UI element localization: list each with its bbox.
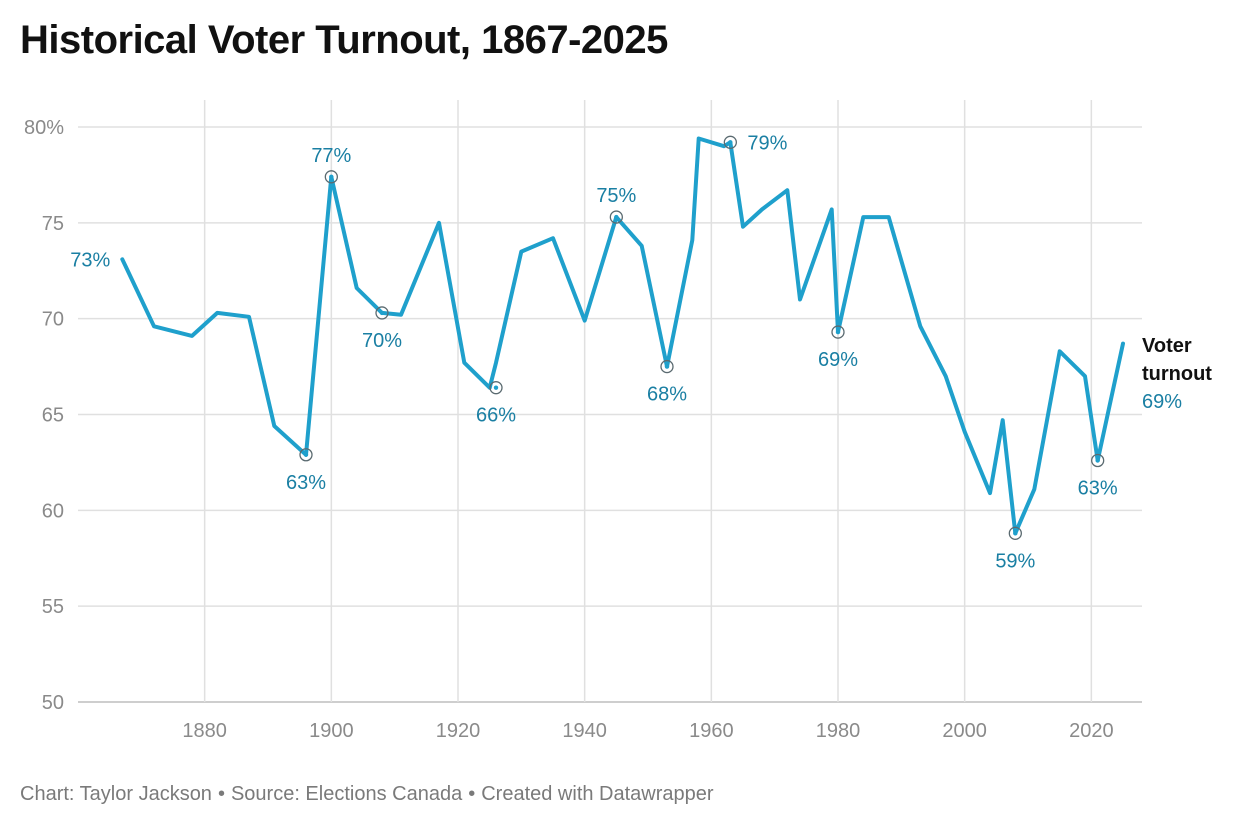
series-name-turnout: turnout xyxy=(1142,363,1212,385)
annotation-marker-dot xyxy=(1095,458,1100,463)
annotation-marker-dot xyxy=(303,452,309,457)
footer-chart-by: Chart: Taylor Jackson xyxy=(20,783,212,805)
annotation-marker-ring xyxy=(660,359,674,374)
series-name-voter: Voter xyxy=(1142,335,1192,357)
chart-title: Historical Voter Turnout, 1867-2025 xyxy=(20,18,668,62)
y-tick-label: 80% xyxy=(24,117,64,139)
y-tick-label: 55 xyxy=(42,596,64,618)
x-tick-label: 1900 xyxy=(309,720,354,742)
data-label: 70% xyxy=(362,330,402,352)
series-end-label: 69% xyxy=(1142,391,1182,413)
label-layer: 73% 63% 77% 70% 66% 75% 68% 79% 69% 59% 63% xyxy=(70,132,1118,572)
annotation-marker-ring xyxy=(1091,453,1105,468)
x-tick-label: 1880 xyxy=(182,720,227,742)
annotation-marker-ring xyxy=(375,306,389,320)
y-tick-label: 65 xyxy=(42,405,64,427)
annotation-marker-dot xyxy=(1013,531,1018,536)
data-label: 68% xyxy=(647,384,687,406)
y-tick-label: 60 xyxy=(42,500,64,522)
annotation-marker-ring xyxy=(299,448,313,462)
data-label: 79% xyxy=(747,132,787,154)
chart-footer: Chart: Taylor Jackson • Source: Elections … xyxy=(20,783,714,806)
annotation-marker-dot xyxy=(614,214,619,220)
annotation-marker-ring xyxy=(831,325,845,339)
data-label: 77% xyxy=(311,145,351,167)
annotation-marker-dot xyxy=(379,310,385,316)
annotation-marker-dot xyxy=(728,140,733,145)
y-tick-label: 75 xyxy=(42,213,64,235)
annotation-marker-dot xyxy=(493,385,499,390)
annotation-marker-ring xyxy=(609,210,623,224)
data-label: 63% xyxy=(286,472,326,494)
footer-source: Source: Elections Canada xyxy=(230,783,463,805)
data-label: 59% xyxy=(995,550,1035,572)
data-label: 73% xyxy=(70,249,110,271)
annotation-marker-dot xyxy=(835,329,841,335)
x-tick-label: 2000 xyxy=(942,720,987,742)
footer-separator: • xyxy=(468,783,476,805)
series-line-voter-turnout xyxy=(120,136,1125,536)
grid-layer: 50 55 60 65 70 75 80% 1880 1900 1920 1940 1960 1980 2… xyxy=(24,100,1142,742)
line-layer xyxy=(120,136,1125,536)
data-label: 69% xyxy=(818,349,858,371)
y-tick-label: 50 xyxy=(42,692,64,714)
annotation-marker-ring xyxy=(489,381,503,395)
data-label: 66% xyxy=(476,405,516,427)
annotation-marker-dot xyxy=(664,364,670,369)
data-label: 75% xyxy=(596,185,636,207)
x-tick-label: 1960 xyxy=(689,720,734,742)
x-tick-label: 1940 xyxy=(562,720,607,742)
marker-layer xyxy=(299,135,1105,540)
footer-separator: • xyxy=(217,783,225,805)
annotation-marker-ring xyxy=(324,170,338,184)
y-tick-label: 70 xyxy=(42,309,64,331)
annotation-marker-ring xyxy=(723,135,737,149)
annotation-marker-dot xyxy=(329,174,334,180)
data-label: 63% xyxy=(1078,478,1118,500)
x-tick-label: 1980 xyxy=(816,720,861,742)
footer-tool: Created with Datawrapper xyxy=(481,783,714,805)
x-tick-label: 2020 xyxy=(1069,720,1114,742)
annotation-marker-ring xyxy=(1008,526,1022,540)
x-tick-label: 1920 xyxy=(436,720,481,742)
